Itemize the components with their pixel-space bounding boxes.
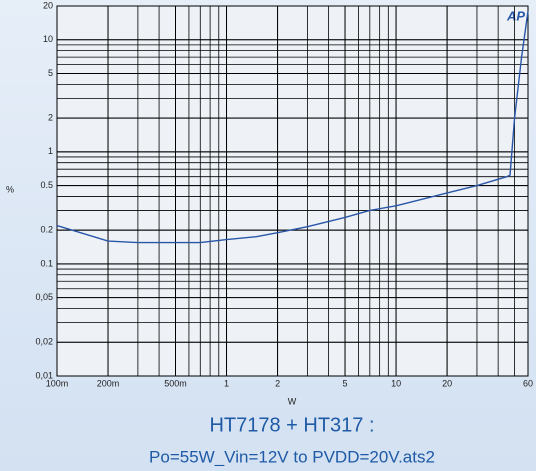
x-tick-label: 2: [275, 378, 280, 388]
y-tick-label: 0,02: [35, 337, 53, 347]
chart-title: HT7178 + HT317 :: [209, 414, 374, 436]
x-axis-label: W: [288, 396, 297, 406]
y-tick-label: 5: [48, 68, 53, 78]
y-tick-label: 0.5: [40, 180, 53, 190]
y-tick-label: 0,05: [35, 292, 53, 302]
y-tick-label: 0.1: [40, 258, 53, 268]
x-tick-label: 500m: [164, 378, 187, 388]
chart-subtitle: Po=55W_Vin=12V to PVDD=20V.ats2: [149, 447, 435, 466]
x-tick-label: 10: [391, 378, 401, 388]
x-tick-label: 5: [343, 378, 348, 388]
y-tick-label: 10: [43, 34, 53, 44]
logo: AP: [506, 8, 525, 23]
y-tick-label: 1: [48, 146, 53, 156]
x-tick-label: 1: [224, 378, 229, 388]
y-tick-label: 0.2: [40, 225, 53, 235]
y-tick-label: 0,01: [35, 370, 53, 380]
data-line: [56, 11, 529, 244]
y-tick-label: 20: [43, 0, 53, 10]
x-tick-label: 60: [523, 378, 533, 388]
plot-area: [56, 5, 529, 377]
y-axis-label: %: [6, 184, 14, 194]
x-tick-label: 100m: [46, 378, 69, 388]
y-tick-label: 2: [48, 112, 53, 122]
x-tick-label: 200m: [97, 378, 120, 388]
x-tick-label: 20: [442, 378, 452, 388]
